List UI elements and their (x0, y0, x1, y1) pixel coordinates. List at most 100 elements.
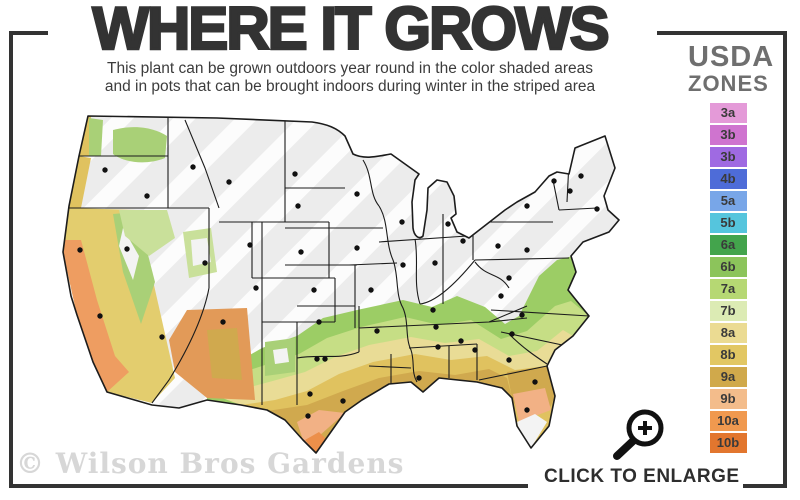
zone-swatch-6b: 6b (709, 257, 747, 277)
city-dot (435, 344, 441, 350)
city-dot (298, 249, 304, 255)
zone-swatch-list: 3a 3b 3b 4b 5a 5b 6a 6b 7a 7b 8a 8b 9a 9b 10a 10b (688, 103, 768, 453)
city-dot (340, 398, 346, 404)
city-dot (322, 356, 328, 362)
zone-swatch-6a: 6a (709, 235, 747, 255)
frame-top-right (657, 31, 787, 35)
ut-white (191, 238, 211, 266)
subtitle-line1: This plant can be grown outdoors year ro… (107, 60, 593, 77)
zone-swatch-4b: 4b (709, 169, 747, 189)
city-dot (253, 285, 259, 291)
legend-heading-zones: ZONES (688, 71, 769, 96)
zone-swatch-3b: 3b (709, 125, 747, 145)
page-title: WHERE IT GROWS (91, 0, 611, 62)
zone-swatch-9a: 9a (709, 367, 747, 387)
city-dot (354, 191, 360, 197)
enlarge-control[interactable] (544, 404, 726, 469)
city-dot (509, 331, 515, 337)
city-dot (567, 188, 573, 194)
city-dot (400, 262, 406, 268)
zone-swatch-8a: 8a (709, 323, 747, 343)
zone-swatch-7b: 7b (709, 301, 747, 321)
city-dot (578, 173, 584, 179)
city-dot (307, 391, 313, 397)
or-coast-yellow (69, 156, 91, 208)
fl-white-tip (517, 414, 547, 448)
header: WHERE IT GROWS This plant can be grown o… (10, 0, 690, 96)
city-dot (295, 203, 301, 209)
zone-swatch-8b: 8b (709, 345, 747, 365)
state-borders (69, 118, 598, 405)
city-dot (594, 206, 600, 212)
watermark: © Wilson Bros Gardens (16, 447, 405, 480)
city-dot (368, 287, 374, 293)
click-to-enlarge-label[interactable]: CLICK TO ENLARGE (544, 466, 740, 487)
magnifier-plus-icon[interactable] (593, 404, 677, 464)
city-dot (354, 245, 360, 251)
city-dot (226, 179, 232, 185)
usda-zones-legend: USDA ZONES 3a 3b 3b 4b 5a 5b 6a 6b 7a 7b 8a 8b 9a 9b 1… (688, 41, 775, 455)
nm-white (273, 348, 289, 364)
ca-coast-orange (63, 240, 129, 392)
city-dot (432, 260, 438, 266)
city-dot (124, 246, 130, 252)
zone-swatch-3b: 3b (709, 147, 747, 167)
city-dot (305, 413, 311, 419)
city-dot (311, 287, 317, 293)
city-dots (77, 164, 600, 419)
city-dot (551, 178, 557, 184)
city-dot (190, 164, 196, 170)
city-dot (144, 193, 150, 199)
city-dot (498, 293, 504, 299)
zone-swatch-5a: 5a (709, 191, 747, 211)
subtitle: This plant can be grown outdoors year ro… (10, 60, 690, 96)
zone-swatch-5b: 5b (709, 213, 747, 233)
city-dot (460, 238, 466, 244)
zone-swatch-7a: 7a (709, 279, 747, 299)
city-dot (495, 243, 501, 249)
sierra-white (119, 228, 139, 280)
city-dot (532, 379, 538, 385)
frame-bottom-right (743, 484, 787, 488)
zone-swatch-3a: 3a (709, 103, 747, 123)
city-dot (524, 203, 530, 209)
city-dot (247, 242, 253, 248)
city-dot (220, 319, 226, 325)
city-dot (519, 312, 525, 318)
city-dot (97, 313, 103, 319)
city-dot (316, 319, 322, 325)
usda-zone-map[interactable] (57, 110, 667, 460)
tx-orange (305, 432, 327, 453)
zone-swatch-10b: 10b (709, 433, 747, 453)
az-gold (207, 328, 242, 380)
zone-swatch-9b: 9b (709, 389, 747, 409)
fl-peach (513, 388, 551, 422)
city-dot (314, 356, 320, 362)
city-dot (416, 375, 422, 381)
frame-top-left (9, 31, 48, 35)
city-dot (524, 247, 530, 253)
ewa-green (113, 127, 167, 163)
nv-green (119, 210, 175, 256)
city-dot (445, 221, 451, 227)
zone-band-gold (267, 369, 512, 453)
city-dot (399, 219, 405, 225)
city-dot (202, 260, 208, 266)
city-dot (77, 247, 83, 253)
city-dot (506, 275, 512, 281)
city-dot (374, 328, 380, 334)
frame-right (783, 31, 787, 488)
city-dot (524, 407, 530, 413)
city-dot (159, 334, 165, 340)
city-dot (292, 171, 298, 177)
city-dot (102, 167, 108, 173)
city-dot (506, 357, 512, 363)
zone-swatch-10a: 10a (709, 411, 747, 431)
legend-heading-usda: USDA (688, 41, 775, 73)
city-dot (458, 338, 464, 344)
frame-bottom-left (9, 484, 528, 488)
subtitle-line2: and in pots that can be brought indoors … (104, 78, 596, 95)
city-dot (472, 347, 478, 353)
city-dot (430, 307, 436, 313)
